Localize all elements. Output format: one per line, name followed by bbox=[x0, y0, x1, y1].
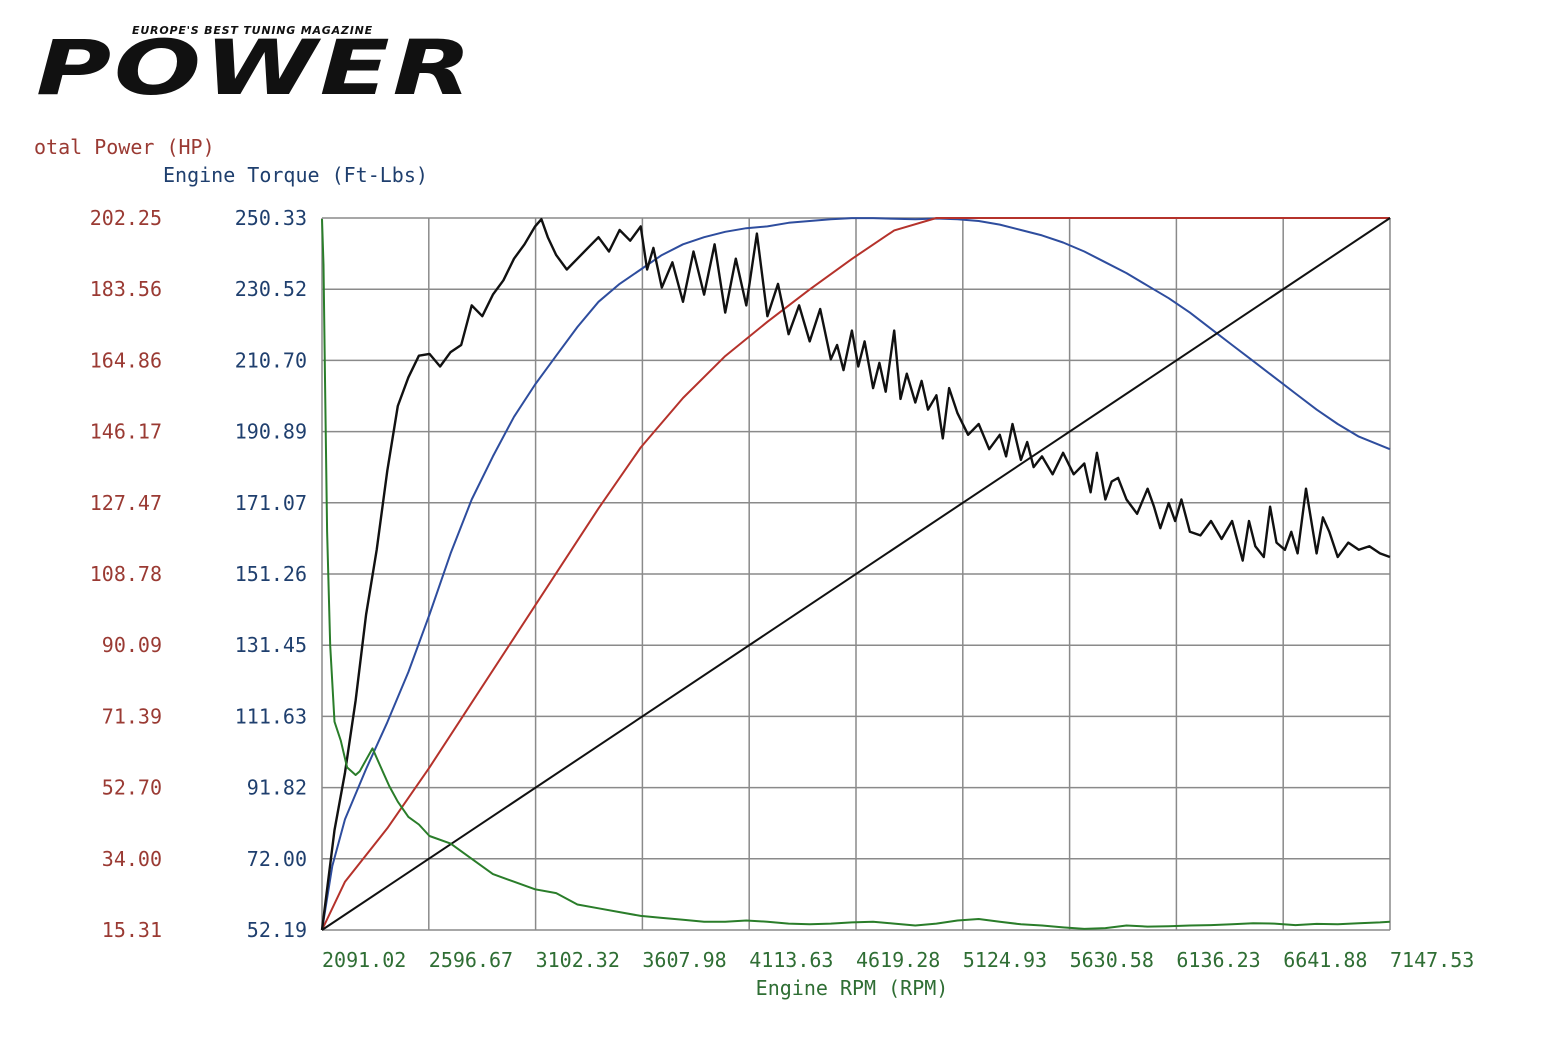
chart-grid bbox=[321, 217, 1391, 931]
x-axis-label: Engine RPM (RPM) bbox=[756, 976, 949, 1000]
power-tick-label: 108.78 bbox=[90, 562, 162, 586]
torque-tick-label: 210.70 bbox=[235, 348, 307, 372]
power-magazine-logo: EUROPE'S BEST TUNING MAGAZINE POWER bbox=[36, 18, 516, 108]
power-tick-label: 34.00 bbox=[102, 847, 162, 871]
rpm-tick-label: 3102.32 bbox=[536, 948, 620, 972]
power-tick-label: 52.70 bbox=[102, 776, 162, 800]
rpm-tick-label: 3607.98 bbox=[642, 948, 726, 972]
rpm-tick-labels: 2091.02 2596.67 3102.32 3607.98 4113.63 4619.… bbox=[322, 948, 1474, 972]
rpm-tick-label: 2091.02 bbox=[322, 948, 406, 972]
rpm-tick-label: 5630.58 bbox=[1070, 948, 1154, 972]
power-tick-label: 127.47 bbox=[90, 491, 162, 515]
rpm-tick-label: 5124.93 bbox=[963, 948, 1047, 972]
power-tick-label: 202.25 bbox=[90, 206, 162, 230]
green-trace-line bbox=[321, 218, 1390, 930]
y-axis-label-power: otal Power (HP) bbox=[34, 135, 215, 159]
rpm-tick-label: 2596.67 bbox=[429, 948, 513, 972]
y-axis-label-torque: Engine Torque (Ft-Lbs) bbox=[163, 163, 428, 187]
torque-tick-label: 131.45 bbox=[235, 633, 307, 657]
rpm-tick-label: 4619.28 bbox=[856, 948, 940, 972]
diagonal-reference-line bbox=[321, 217, 1391, 931]
torque-tick-label: 72.00 bbox=[247, 847, 307, 871]
rpm-tick-label: 4113.63 bbox=[749, 948, 833, 972]
power-tick-label: 164.86 bbox=[90, 348, 162, 372]
torque-tick-label: 190.89 bbox=[235, 420, 307, 444]
rpm-tick-label: 6641.88 bbox=[1283, 948, 1367, 972]
torque-tick-labels: 250.33 230.52 210.70 190.89 171.07 151.26 131.… bbox=[235, 206, 307, 942]
torque-tick-label: 111.63 bbox=[235, 704, 307, 728]
torque-tick-label: 171.07 bbox=[235, 491, 307, 515]
power-tick-labels: 202.25 183.56 164.86 146.17 127.47 108.78 90.0… bbox=[90, 206, 162, 942]
torque-tick-label: 52.19 bbox=[247, 918, 307, 942]
torque-tick-label: 91.82 bbox=[247, 776, 307, 800]
torque-tick-label: 250.33 bbox=[235, 206, 307, 230]
rpm-tick-label: 6136.23 bbox=[1176, 948, 1260, 972]
torque-tick-label: 151.26 bbox=[235, 562, 307, 586]
logo-wordmark: POWER bbox=[36, 23, 475, 112]
torque-line bbox=[321, 217, 1391, 931]
power-tick-label: 15.31 bbox=[102, 918, 162, 942]
torque-tick-label: 230.52 bbox=[235, 277, 307, 301]
logo-tagline: EUROPE'S BEST TUNING MAGAZINE bbox=[132, 24, 373, 37]
rpm-tick-label: 7147.53 bbox=[1390, 948, 1474, 972]
power-tick-label: 90.09 bbox=[102, 633, 162, 657]
power-tick-label: 71.39 bbox=[102, 704, 162, 728]
chart-series bbox=[320, 217, 1391, 931]
power-tick-label: 146.17 bbox=[90, 420, 162, 444]
power-tick-label: 183.56 bbox=[90, 277, 162, 301]
power-line bbox=[321, 217, 1390, 931]
black-trace-line bbox=[320, 217, 1391, 931]
